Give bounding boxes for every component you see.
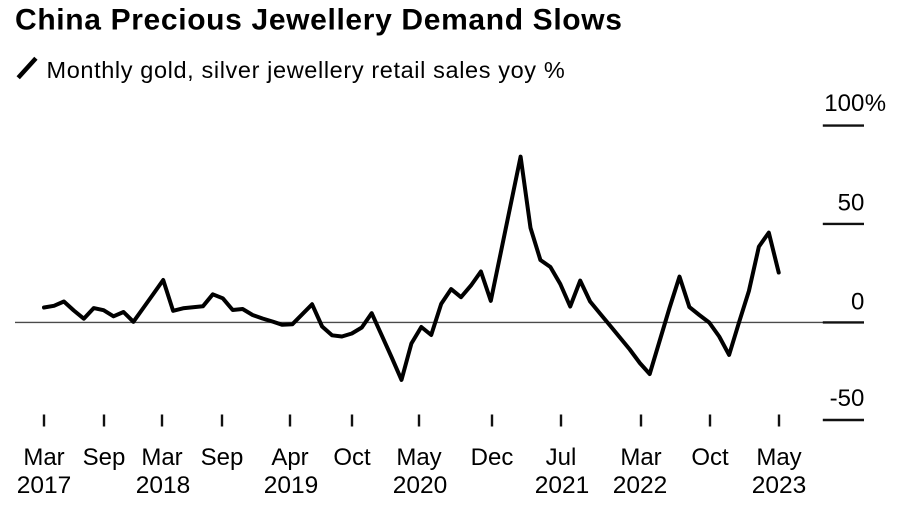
svg-text:-50: -50 — [830, 385, 865, 412]
svg-text:50: 50 — [838, 190, 865, 217]
svg-text:2019: 2019 — [264, 472, 319, 499]
svg-text:Mar: Mar — [23, 444, 64, 471]
svg-text:Oct: Oct — [333, 444, 371, 471]
svg-text:May: May — [756, 444, 801, 471]
svg-text:Apr: Apr — [271, 444, 308, 471]
svg-text:Sep: Sep — [83, 444, 126, 471]
svg-text:2022: 2022 — [613, 472, 668, 499]
svg-text:2017: 2017 — [17, 472, 72, 499]
svg-text:Jul: Jul — [546, 444, 577, 471]
svg-text:Mar: Mar — [141, 444, 182, 471]
svg-text:Oct: Oct — [691, 444, 729, 471]
svg-text:Dec: Dec — [471, 444, 514, 471]
svg-text:China Precious Jewellery Deman: China Precious Jewellery Demand Slows — [15, 3, 623, 36]
svg-text:2021: 2021 — [535, 472, 590, 499]
svg-text:%: % — [865, 90, 886, 117]
svg-text:Monthly gold, silver jewellery: Monthly gold, silver jewellery retail sa… — [47, 57, 566, 83]
svg-text:2018: 2018 — [136, 472, 191, 499]
svg-text:2023: 2023 — [752, 472, 807, 499]
svg-text:May: May — [396, 444, 441, 471]
svg-text:0: 0 — [851, 288, 864, 315]
svg-text:2020: 2020 — [393, 472, 448, 499]
svg-text:Mar: Mar — [620, 444, 661, 471]
svg-text:100: 100 — [824, 90, 864, 117]
svg-text:Sep: Sep — [201, 444, 244, 471]
